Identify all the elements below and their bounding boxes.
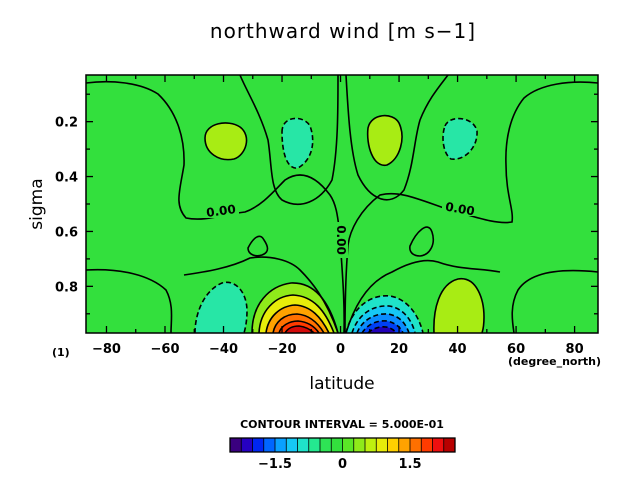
colorbar-swatch (387, 438, 400, 452)
colorbar-swatch (342, 438, 355, 452)
x-tick-label: −60 (151, 342, 180, 357)
colorbar-tick-label: −1.5 (258, 457, 292, 472)
nh-min-contour-4 (361, 320, 404, 333)
sh-max-contour-2 (258, 294, 335, 333)
upper-negative-left (282, 118, 313, 169)
plot-background (86, 75, 598, 333)
sh-max-contour-3 (265, 304, 330, 333)
zero-contour-sh-upper (239, 75, 339, 205)
contour-label-center: 0.00 (334, 225, 348, 255)
y-tick-label: 0.6 (55, 225, 78, 240)
colorbar-swatch (297, 438, 310, 452)
x-tick-label: −20 (268, 342, 297, 357)
colorbar: −1.5 0 1.5 (229, 437, 456, 472)
y-tick-label: 0.8 (55, 280, 78, 295)
colorbar-swatch (230, 438, 242, 452)
x-axis: −80 −60 −40 −20 0 20 40 60 80 (92, 75, 584, 357)
plot-area: 0.00 0.00 0.00 −80 −60 −40 −20 0 20 40 60 80 0.2… (55, 74, 599, 357)
zero-contour-sh-mid (183, 256, 339, 333)
x-unit-label: (degree_north) (508, 355, 601, 368)
colorbar-swatch (353, 438, 366, 452)
x-tick-label: 20 (390, 342, 408, 357)
colorbar-swatch (376, 438, 388, 452)
colorbar-swatch (398, 438, 411, 452)
nh-min-contour-3 (356, 313, 410, 333)
negative-contour-lines (194, 117, 478, 333)
colorbar-swatch (263, 438, 276, 452)
colorbar-swatch (275, 438, 287, 452)
colorbar-tick-label: 1.5 (398, 457, 421, 472)
nh-min-contour-5 (367, 326, 397, 333)
zero-contour-sh-high-lat (86, 268, 173, 333)
colorbar-swatch (365, 438, 377, 452)
nh-min-core (368, 326, 396, 333)
colorbar-swatch (308, 438, 321, 452)
zero-contour-nh-high-lat (511, 269, 598, 333)
y-axis: 0.2 0.4 0.6 0.8 (55, 93, 598, 315)
x-tick-label: 80 (566, 342, 584, 357)
colorbar-swatch (286, 438, 298, 452)
negative-contour-upper-right (442, 117, 478, 160)
colorbar-swatch (432, 438, 445, 452)
colorbar-swatch (421, 438, 433, 452)
nh-min-contour-2 (351, 305, 416, 333)
lower-positive-right (433, 278, 484, 333)
colorbar-tick-label: 0 (338, 457, 347, 472)
x-tick-label: 0 (336, 342, 345, 357)
x-axis-title: latitude (309, 374, 374, 394)
upper-positive-left (205, 122, 247, 160)
contour-label-right: 0.00 (444, 200, 476, 219)
upper-negative-right (443, 118, 478, 160)
chart-title: northward wind [m s−1] (210, 19, 476, 43)
sh-max-contour-4 (272, 313, 325, 333)
colorbar-swatch (241, 438, 253, 452)
positive-contour-upper-left (204, 122, 248, 161)
contour-label-group-center: 0.00 (334, 222, 348, 258)
nh-min-contour-1 (345, 295, 424, 333)
colorbar-swatch (320, 438, 332, 452)
y-tick-label: 0.4 (55, 171, 78, 186)
zero-contour-small-left (247, 235, 269, 257)
contour-label-group-right: 0.00 (442, 200, 478, 219)
colorbar-frame (229, 437, 456, 453)
contour-label-group-left: 0.00 (203, 202, 239, 220)
positive-contour-upper-right (366, 114, 403, 166)
sh-max-contour-1 (251, 282, 339, 333)
colorbar-swatch (410, 438, 422, 452)
colorbar-swatch (443, 438, 456, 452)
colorbar-swatch (252, 438, 265, 452)
zero-contour-nh-upper (345, 75, 449, 201)
contour-label-left: 0.00 (205, 202, 236, 220)
x-tick-label: −40 (209, 342, 238, 357)
negative-contour-upper-left (281, 117, 314, 169)
y-axis-title: sigma (27, 178, 47, 229)
zero-contour-small-right (409, 226, 435, 257)
x-tick-label: 60 (507, 342, 525, 357)
zero-contour-nh-tongue (344, 81, 598, 333)
upper-positive-right (367, 115, 402, 166)
x-tick-label: 40 (449, 342, 467, 357)
colorbar-swatch (331, 438, 343, 452)
contour-interval-text: CONTOUR INTERVAL = 5.000E-01 (240, 418, 444, 431)
positive-contour-lower-right (433, 278, 485, 333)
x-tick-label: −80 (92, 342, 121, 357)
y-tick-label: 0.2 (55, 116, 78, 131)
zero-contour-nh-mid (345, 259, 501, 333)
corner-label: (1) (52, 346, 70, 359)
